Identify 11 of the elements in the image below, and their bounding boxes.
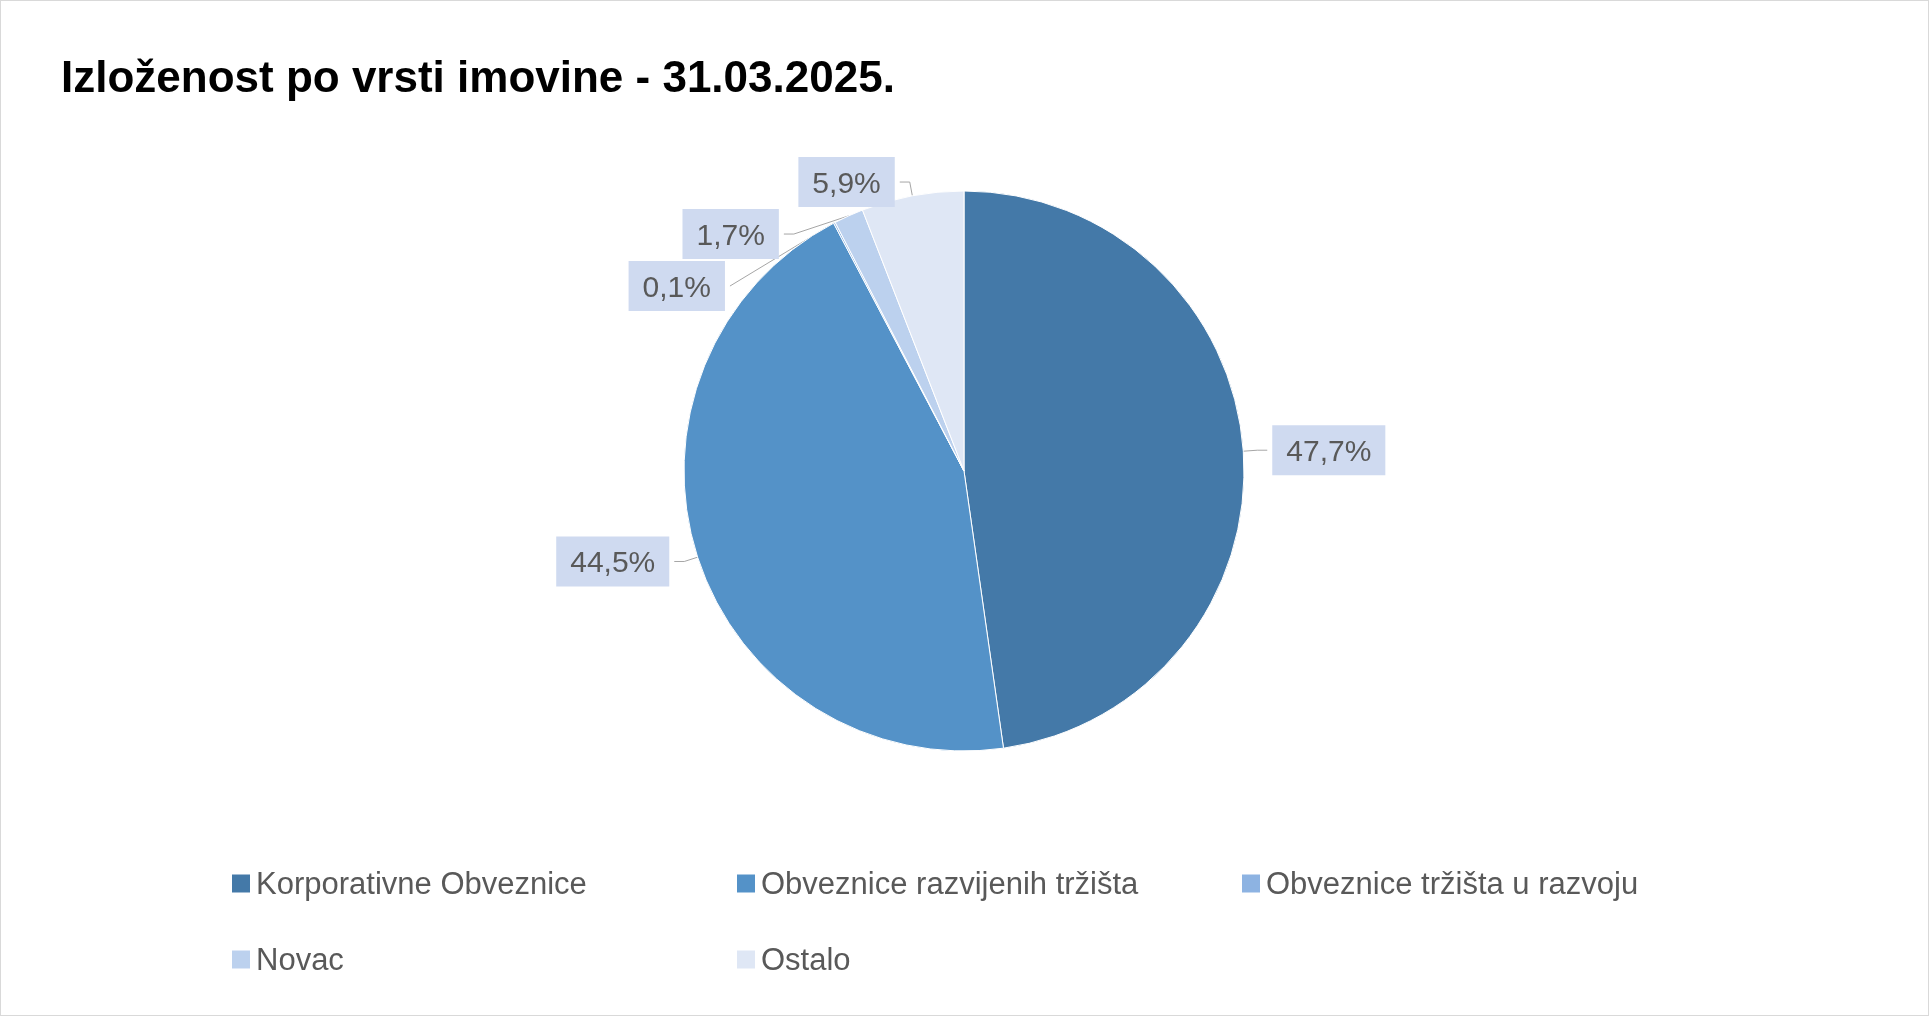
legend-label: Obveznice razvijenih tržišta (761, 866, 1140, 901)
data-label: 5,9% (812, 165, 881, 199)
legend-label: Ostalo (761, 942, 851, 977)
legend-label: Obveznice tržišta u razvoju (1266, 866, 1639, 901)
chart-title: Izloženost po vrsti imovine - 31.03.2025. (61, 51, 895, 101)
legend-label: Novac (256, 942, 344, 977)
data-label: 0,1% (642, 269, 711, 303)
data-label: 1,7% (696, 217, 765, 251)
data-label: 44,5% (570, 545, 656, 578)
legend-label: Korporativne Obveznice (256, 866, 587, 901)
data-label: 47,7% (1286, 433, 1372, 467)
